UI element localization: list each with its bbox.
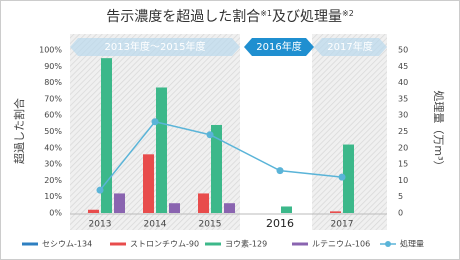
title-note: ※2 (342, 9, 354, 18)
legend-label: セシウム-134 (42, 240, 92, 249)
y-tick-label: 100% (39, 46, 62, 55)
period-banner (70, 38, 240, 56)
y-tick-label: 70% (44, 94, 62, 103)
y2-tick-label: 45 (398, 62, 408, 71)
title-text: 及び処理量 (272, 9, 342, 25)
period-label: 2013年度〜2015年度 (105, 40, 206, 53)
legend-swatch (22, 242, 38, 246)
line-point (96, 186, 104, 194)
y-axis-label: 超過した割合 (12, 98, 26, 164)
y2-tick-label: 50 (398, 46, 408, 55)
legend-swatch (205, 242, 221, 246)
y-tick-label: 0% (49, 209, 62, 218)
y-tick-label: 40% (44, 143, 62, 152)
period-label: 2016年度 (256, 40, 301, 53)
y2-tick-label: 15 (398, 160, 408, 169)
y2-tick-label: 20 (398, 143, 408, 152)
y2-tick-label: 10 (398, 176, 408, 185)
y2-axis-label: 処理量（万m³） (432, 90, 445, 171)
line-point (338, 173, 346, 181)
bar (198, 193, 209, 213)
bar (88, 209, 99, 213)
y-tick-label: 90% (44, 62, 62, 71)
x-tick-label: 2013 (89, 220, 112, 230)
legend-label: ルテニウム-106 (312, 240, 370, 249)
line-point (276, 167, 284, 175)
period-banner (244, 38, 314, 56)
chart-title: 告示濃度を超過した割合※1及び処理量※2 (106, 8, 354, 25)
bar (343, 144, 354, 213)
bar (156, 87, 167, 213)
y-tick-label: 60% (44, 111, 62, 120)
legend-swatch (110, 242, 126, 246)
bar (281, 206, 292, 213)
title-note: ※1 (260, 9, 272, 18)
y2-tick-label: 30 (398, 111, 408, 120)
legend-marker (385, 241, 391, 247)
y-tick-label: 30% (44, 160, 62, 169)
x-tick-label: 2016 (266, 217, 294, 230)
y-tick-label: 20% (44, 176, 62, 185)
period-banner (314, 38, 387, 56)
legend-label: ストロンチウム-90 (130, 240, 199, 249)
y-tick-label: 50% (44, 127, 62, 136)
y2-tick-label: 35 (398, 94, 408, 103)
bar (101, 58, 112, 214)
bar (143, 154, 154, 213)
y2-tick-label: 25 (398, 127, 408, 136)
y-tick-label: 10% (44, 192, 62, 201)
x-tick-label: 2015 (199, 220, 222, 230)
bar (114, 193, 125, 213)
title-text: 告示濃度を超過した割合 (106, 8, 260, 25)
period-label: 2017年度 (327, 40, 372, 53)
legend-label: ヨウ素-129 (225, 239, 267, 249)
x-tick-label: 2014 (144, 220, 167, 230)
y2-tick-label: 0 (398, 209, 403, 218)
y2-tick-label: 5 (398, 192, 403, 201)
legend-label: 処理量 (400, 239, 424, 249)
line-point (206, 131, 214, 139)
bar (169, 203, 180, 213)
legend-swatch (292, 242, 308, 246)
y-tick-label: 80% (44, 78, 62, 87)
x-tick-label: 2017 (331, 220, 354, 230)
line-point (151, 118, 159, 126)
bar (330, 211, 341, 213)
bar (211, 124, 222, 213)
y2-tick-label: 40 (398, 78, 408, 87)
bar (224, 203, 235, 213)
